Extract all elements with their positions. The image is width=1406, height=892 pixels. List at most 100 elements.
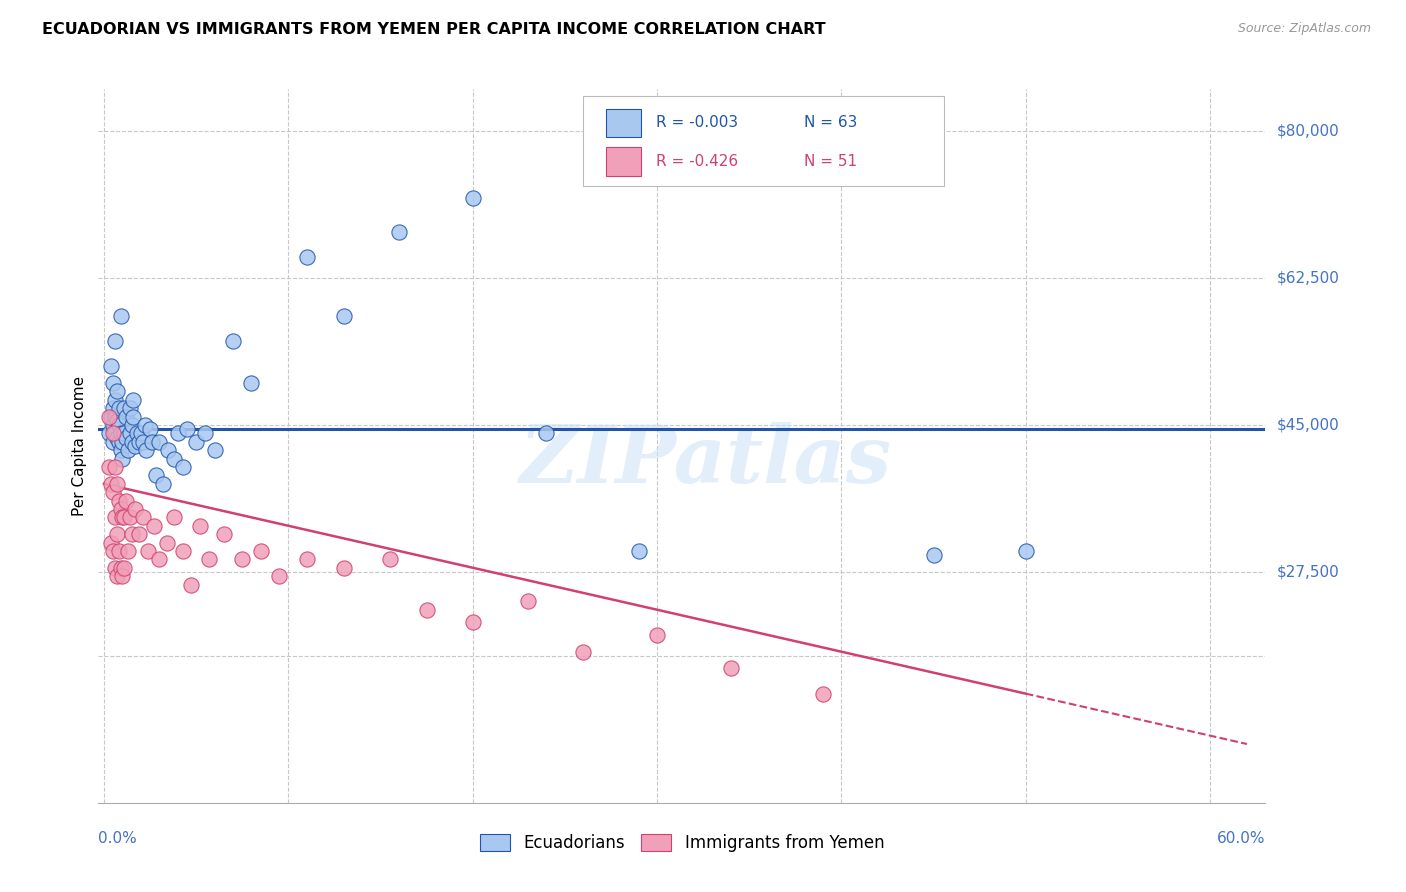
Point	[172, 544, 194, 558]
Point	[104, 334, 127, 348]
Point	[231, 552, 253, 566]
Point	[105, 431, 128, 445]
Text: 60.0%: 60.0%	[1218, 831, 1265, 847]
Point	[332, 309, 354, 323]
Point	[105, 414, 128, 428]
Text: R = -0.003: R = -0.003	[657, 115, 738, 130]
Text: R = -0.426: R = -0.426	[657, 154, 738, 169]
Point	[720, 661, 742, 675]
Point	[118, 401, 141, 416]
Point	[107, 544, 129, 558]
Point	[115, 431, 138, 445]
Point	[166, 426, 188, 441]
Point	[517, 594, 540, 608]
Text: 0.0%: 0.0%	[98, 831, 138, 847]
Point	[156, 535, 179, 549]
Point	[101, 485, 124, 500]
Point	[198, 552, 221, 566]
Point	[194, 426, 217, 441]
Point	[111, 510, 134, 524]
Point	[101, 544, 124, 558]
Point	[112, 560, 135, 574]
Point	[461, 191, 484, 205]
Point	[295, 250, 318, 264]
Point	[100, 359, 122, 374]
Point	[176, 422, 198, 436]
Point	[101, 376, 124, 390]
Text: $45,000: $45,000	[1277, 417, 1340, 433]
FancyBboxPatch shape	[582, 96, 945, 186]
Point	[101, 417, 124, 432]
Point	[295, 552, 318, 566]
Point	[104, 460, 127, 475]
Point	[118, 426, 141, 441]
Point	[172, 460, 194, 475]
Point	[461, 615, 484, 630]
Point	[163, 510, 186, 524]
Point	[107, 417, 129, 432]
Point	[180, 577, 202, 591]
Point	[240, 376, 263, 390]
Point	[110, 426, 132, 441]
Point	[104, 392, 127, 407]
Point	[148, 434, 170, 449]
Point	[267, 569, 290, 583]
Point	[101, 434, 124, 449]
Point	[121, 434, 143, 449]
Point	[378, 552, 401, 566]
Text: $62,500: $62,500	[1277, 270, 1340, 285]
Point	[112, 426, 135, 441]
Point	[104, 409, 127, 424]
Point	[111, 451, 134, 466]
Point	[115, 409, 138, 424]
Point	[222, 334, 245, 348]
Point	[645, 628, 668, 642]
Point	[136, 544, 159, 558]
Point	[118, 510, 141, 524]
Point	[122, 392, 145, 407]
Text: ECUADORIAN VS IMMIGRANTS FROM YEMEN PER CAPITA INCOME CORRELATION CHART: ECUADORIAN VS IMMIGRANTS FROM YEMEN PER …	[42, 22, 825, 37]
Text: N = 51: N = 51	[804, 154, 858, 169]
Point	[110, 560, 132, 574]
Point	[124, 502, 146, 516]
Point	[388, 225, 411, 239]
Point	[105, 527, 128, 541]
Point	[922, 548, 945, 562]
Point	[121, 417, 143, 432]
Point	[100, 476, 122, 491]
Point	[131, 434, 153, 449]
Legend: Ecuadorians, Immigrants from Yemen: Ecuadorians, Immigrants from Yemen	[472, 827, 891, 859]
Point	[127, 426, 149, 441]
Point	[184, 434, 207, 449]
Point	[129, 426, 152, 441]
Point	[112, 401, 135, 416]
Point	[1015, 544, 1038, 558]
Point	[104, 426, 127, 441]
Point	[98, 409, 121, 424]
Text: $27,500: $27,500	[1277, 565, 1340, 580]
Point	[111, 569, 134, 583]
Point	[249, 544, 271, 558]
Point	[572, 645, 595, 659]
Point	[134, 417, 156, 432]
Point	[104, 560, 127, 574]
Point	[98, 460, 121, 475]
Point	[105, 569, 128, 583]
Point	[415, 603, 437, 617]
Bar	[606, 109, 641, 137]
Point	[212, 527, 235, 541]
Point	[332, 560, 354, 574]
Point	[100, 409, 122, 424]
Point	[811, 687, 834, 701]
Point	[117, 544, 139, 558]
Point	[131, 510, 153, 524]
Point	[135, 443, 157, 458]
Point	[139, 422, 162, 436]
Point	[163, 451, 186, 466]
Point	[128, 434, 150, 449]
Point	[101, 401, 124, 416]
Point	[115, 493, 138, 508]
Text: Source: ZipAtlas.com: Source: ZipAtlas.com	[1237, 22, 1371, 36]
Point	[100, 535, 122, 549]
Point	[104, 510, 127, 524]
